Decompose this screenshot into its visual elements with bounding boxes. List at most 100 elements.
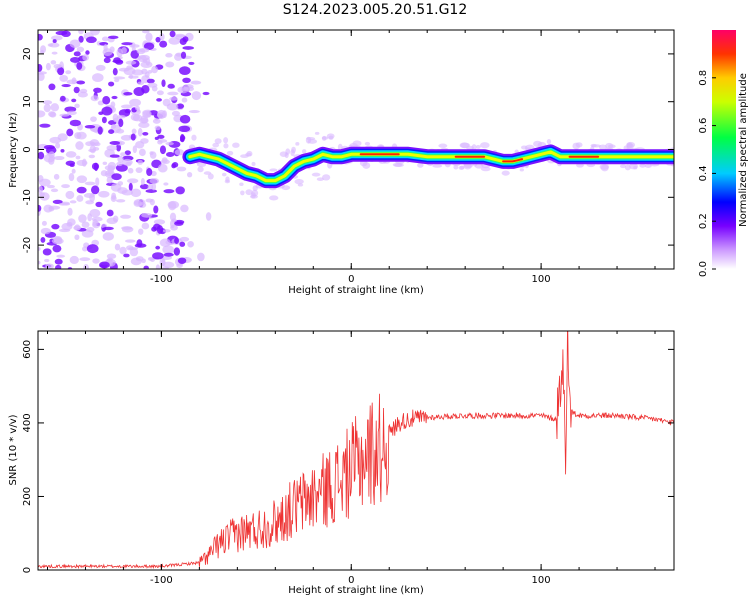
noise-blob xyxy=(125,60,137,65)
noise-blob xyxy=(174,221,184,226)
noise-blob xyxy=(176,166,187,172)
halo-blob xyxy=(591,144,601,148)
noise-blob xyxy=(159,238,171,247)
noise-blob xyxy=(171,163,177,169)
halo-blob xyxy=(214,138,222,145)
noise-blob xyxy=(38,247,41,251)
noise-blob xyxy=(75,155,81,160)
noise-blob xyxy=(76,175,88,184)
noise-blob xyxy=(98,261,110,269)
halo-blob xyxy=(453,165,459,170)
halo-blob xyxy=(480,142,490,149)
noise-blob xyxy=(94,142,101,147)
noise-blob xyxy=(73,86,80,94)
halo-blob xyxy=(207,173,214,180)
noise-blob xyxy=(174,237,180,245)
noise-blob xyxy=(180,87,189,92)
noise-blob xyxy=(81,221,90,228)
noise-blob xyxy=(137,159,143,165)
spectrogram-ylabel: Frequency (Hz) xyxy=(8,112,19,188)
noise-blob xyxy=(178,66,191,76)
noise-blob xyxy=(143,265,149,269)
noise-blob xyxy=(65,70,72,75)
noise-blob xyxy=(121,158,133,166)
noise-blob xyxy=(110,195,117,202)
y-tick-label: 400 xyxy=(22,413,33,432)
halo-blob xyxy=(605,142,614,149)
noise-blob xyxy=(84,181,96,186)
noise-blob xyxy=(78,30,84,35)
noise-blob xyxy=(149,151,157,159)
noise-blob xyxy=(106,145,118,151)
noise-blob xyxy=(66,110,77,116)
noise-blob xyxy=(58,202,71,206)
halo-blob xyxy=(240,190,245,196)
noise-blob xyxy=(116,114,126,119)
noise-blob xyxy=(130,44,140,48)
noise-blob xyxy=(188,109,200,114)
halo-blob xyxy=(306,136,316,141)
noise-blob xyxy=(133,198,146,206)
noise-blob xyxy=(56,254,66,258)
noise-blob xyxy=(90,95,99,102)
noise-blob xyxy=(69,200,77,204)
colorbar-label: Normalized spectral amplitude xyxy=(738,73,749,227)
noise-blob xyxy=(127,167,134,174)
noise-blob xyxy=(169,30,176,38)
noise-blob xyxy=(165,141,174,146)
noise-blob xyxy=(54,258,63,265)
halo-blob xyxy=(239,182,244,187)
noise-blob xyxy=(134,243,147,248)
noise-blob xyxy=(182,46,195,50)
noise-blob xyxy=(53,155,65,161)
noise-blob xyxy=(121,226,133,230)
noise-blob xyxy=(51,51,58,55)
noise-blob xyxy=(111,173,122,181)
noise-blob xyxy=(161,157,168,164)
noise-blob xyxy=(39,123,51,128)
noise-blob xyxy=(55,142,61,149)
halo-blob xyxy=(533,140,542,147)
noise-blob xyxy=(82,54,89,61)
halo-blob xyxy=(221,172,227,177)
noise-blob xyxy=(60,148,65,153)
halo-blob xyxy=(311,172,321,177)
noise-blob xyxy=(167,83,175,89)
noise-blob xyxy=(129,247,139,257)
noise-blob xyxy=(147,82,158,88)
noise-blob xyxy=(59,95,66,102)
halo-blob xyxy=(394,163,404,167)
noise-blob xyxy=(157,140,163,145)
noise-blob xyxy=(141,222,150,230)
noise-blob xyxy=(130,133,136,141)
noise-blob xyxy=(179,134,185,143)
halo-blob xyxy=(599,163,610,170)
noise-blob xyxy=(151,65,159,74)
noise-blob xyxy=(55,264,62,269)
halo-blob xyxy=(251,161,256,167)
halo-blob xyxy=(438,143,448,148)
noise-blob xyxy=(147,69,153,74)
noise-blob xyxy=(112,113,119,123)
halo-blob xyxy=(459,165,465,170)
halo-blob xyxy=(284,152,289,159)
noise-blob xyxy=(44,258,50,263)
noise-blob xyxy=(162,98,171,107)
noise-blob xyxy=(107,35,119,40)
noise-blob xyxy=(114,243,121,251)
noise-blob xyxy=(50,103,60,112)
noise-blob xyxy=(138,54,147,63)
noise-blob xyxy=(152,252,164,260)
noise-blob xyxy=(154,136,159,140)
snr-ylabel: SNR (10 * v/v) xyxy=(8,414,19,485)
noise-blob xyxy=(142,110,151,119)
noise-blob xyxy=(149,178,160,184)
noise-blob xyxy=(190,80,202,85)
noise-blob xyxy=(191,91,202,101)
noise-blob xyxy=(102,96,111,105)
noise-blob xyxy=(61,184,70,189)
noise-blob xyxy=(155,264,160,269)
noise-blob xyxy=(79,257,91,262)
noise-blob xyxy=(138,148,146,157)
